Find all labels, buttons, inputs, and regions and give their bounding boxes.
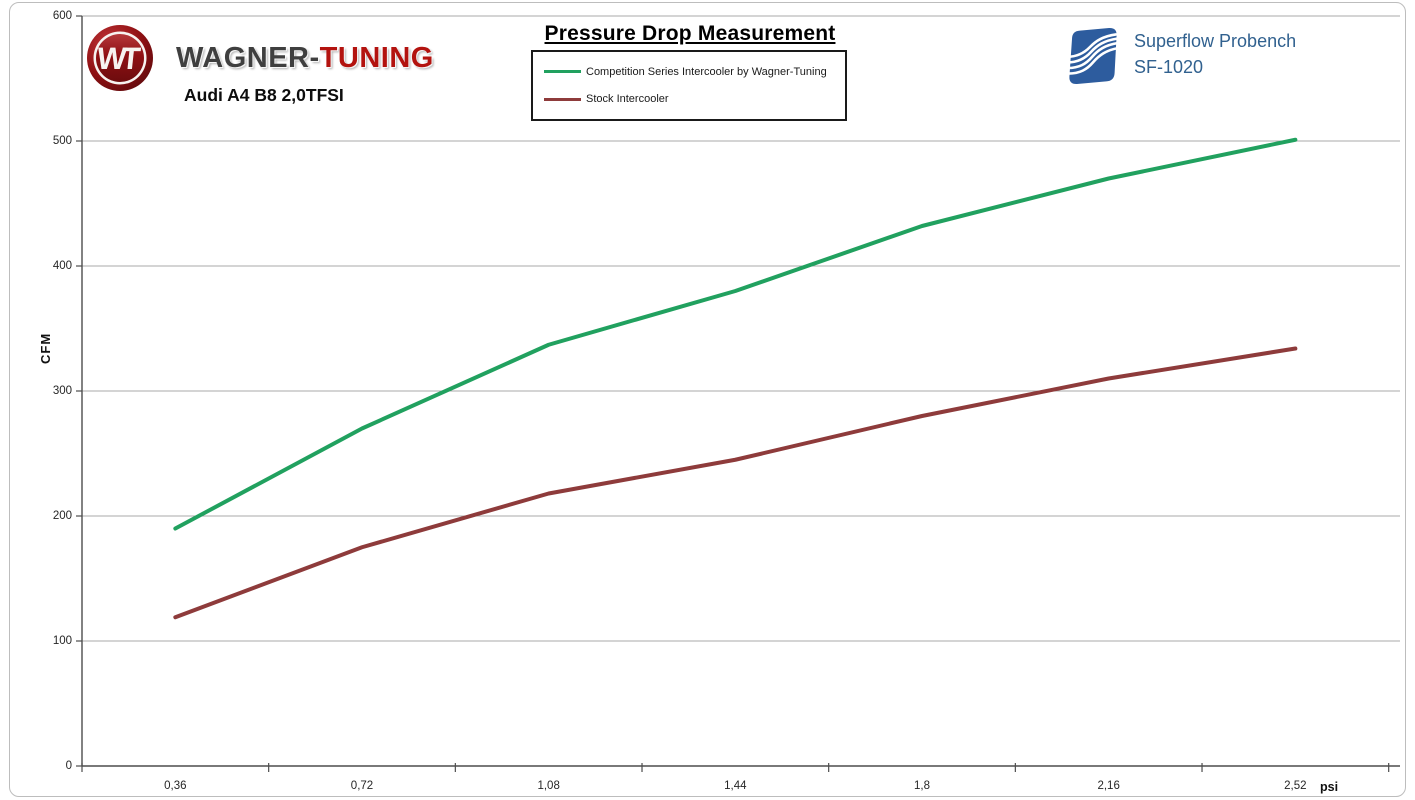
legend-item-stock: Stock Intercooler: [533, 93, 845, 105]
flowbench-name: Superflow Probench SF-1020: [1134, 28, 1296, 80]
legend-item-competition: Competition Series Intercooler by Wagner…: [533, 66, 845, 78]
brand-wordmark-primary: WAGNER-: [176, 42, 320, 74]
y-tick-label: 0: [65, 760, 72, 772]
superflow-logo-icon: [1066, 27, 1120, 85]
x-tick-label: 2,16: [1097, 780, 1120, 792]
wagner-tuning-logo-icon: WT: [87, 25, 153, 91]
stock-line-swatch: [544, 97, 581, 101]
y-tick-label: 400: [52, 260, 72, 272]
y-tick-label: 200: [52, 510, 72, 522]
legend-label-competition: Competition Series Intercooler by Wagner…: [586, 65, 827, 78]
x-tick-label: 1,8: [914, 780, 930, 792]
x-tick-label: 2,52: [1284, 780, 1307, 792]
y-tick-label: 100: [52, 635, 72, 647]
x-axis-title: psi: [1320, 780, 1339, 794]
flowbench-name-line1: Superflow Probench: [1134, 31, 1297, 51]
flowbench-branding: Superflow Probench SF-1020: [1062, 26, 1296, 86]
flowbench-name-line2: SF-1020: [1134, 57, 1204, 77]
y-tick-label: 600: [52, 10, 72, 22]
series-line: [173, 346, 1298, 620]
vehicle-model-label: Audi A4 B8 2,0TFSI: [184, 85, 344, 105]
legend-label-stock: Stock Intercooler: [586, 93, 669, 106]
y-tick-label: 300: [52, 385, 72, 397]
x-tick-label: 1,44: [724, 780, 747, 792]
series-line: [173, 137, 1298, 531]
brand-wordmark: WAGNER-TUNING: [176, 42, 434, 75]
x-tick-label: 0,36: [164, 780, 187, 792]
competition-line-swatch: [544, 70, 581, 74]
x-tick-label: 0,72: [350, 780, 374, 792]
x-tick-label: 1,08: [537, 780, 560, 792]
y-axis-title: CFM: [38, 332, 53, 364]
chart-title: Pressure Drop Measurement: [544, 22, 836, 45]
y-tick-label: 500: [52, 135, 72, 147]
brand-wordmark-accent: TUNING: [319, 42, 434, 74]
legend-box: Competition Series Intercooler by Wagner…: [531, 50, 847, 121]
